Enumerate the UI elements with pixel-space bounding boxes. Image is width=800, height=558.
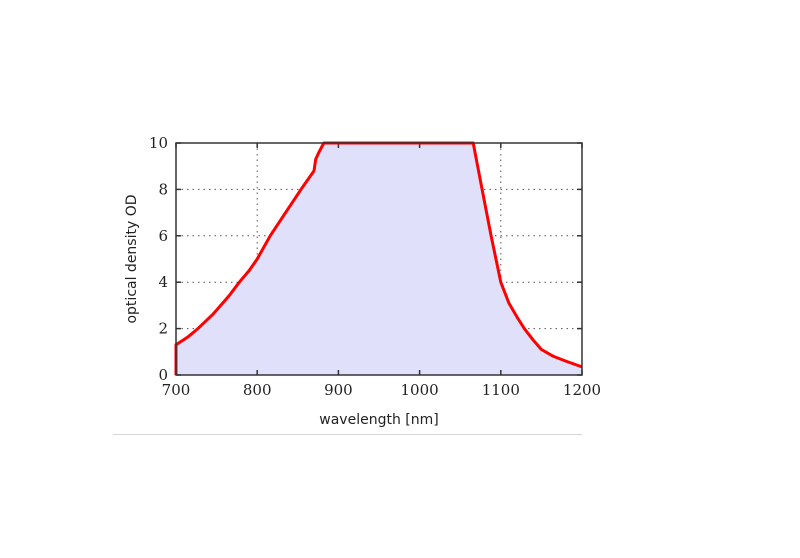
y-tick-labels: 0 2 4 6 8 10 — [149, 134, 168, 384]
x-tick-label: 1200 — [563, 381, 601, 399]
x-tick-label: 1000 — [401, 381, 439, 399]
y-tick-label: 4 — [158, 273, 168, 291]
x-tick-label: 1100 — [482, 381, 520, 399]
y-tick-label: 2 — [158, 320, 168, 338]
x-tick-label: 900 — [324, 381, 353, 399]
y-tick-label: 8 — [158, 180, 168, 198]
x-axis-label: wavelength [nm] — [319, 412, 438, 428]
y-tick-label: 10 — [149, 134, 168, 152]
y-axis-label: optical density OD — [124, 194, 140, 323]
x-tick-labels: 700 800 900 1000 1100 1200 — [162, 381, 601, 399]
x-tick-label: 800 — [243, 381, 272, 399]
x-tick-label: 700 — [162, 381, 191, 399]
area-fill — [176, 143, 582, 375]
y-tick-label: 0 — [158, 366, 168, 384]
plot-frame — [175, 142, 583, 376]
divider-line — [113, 434, 582, 435]
y-tick-label: 6 — [158, 227, 168, 245]
